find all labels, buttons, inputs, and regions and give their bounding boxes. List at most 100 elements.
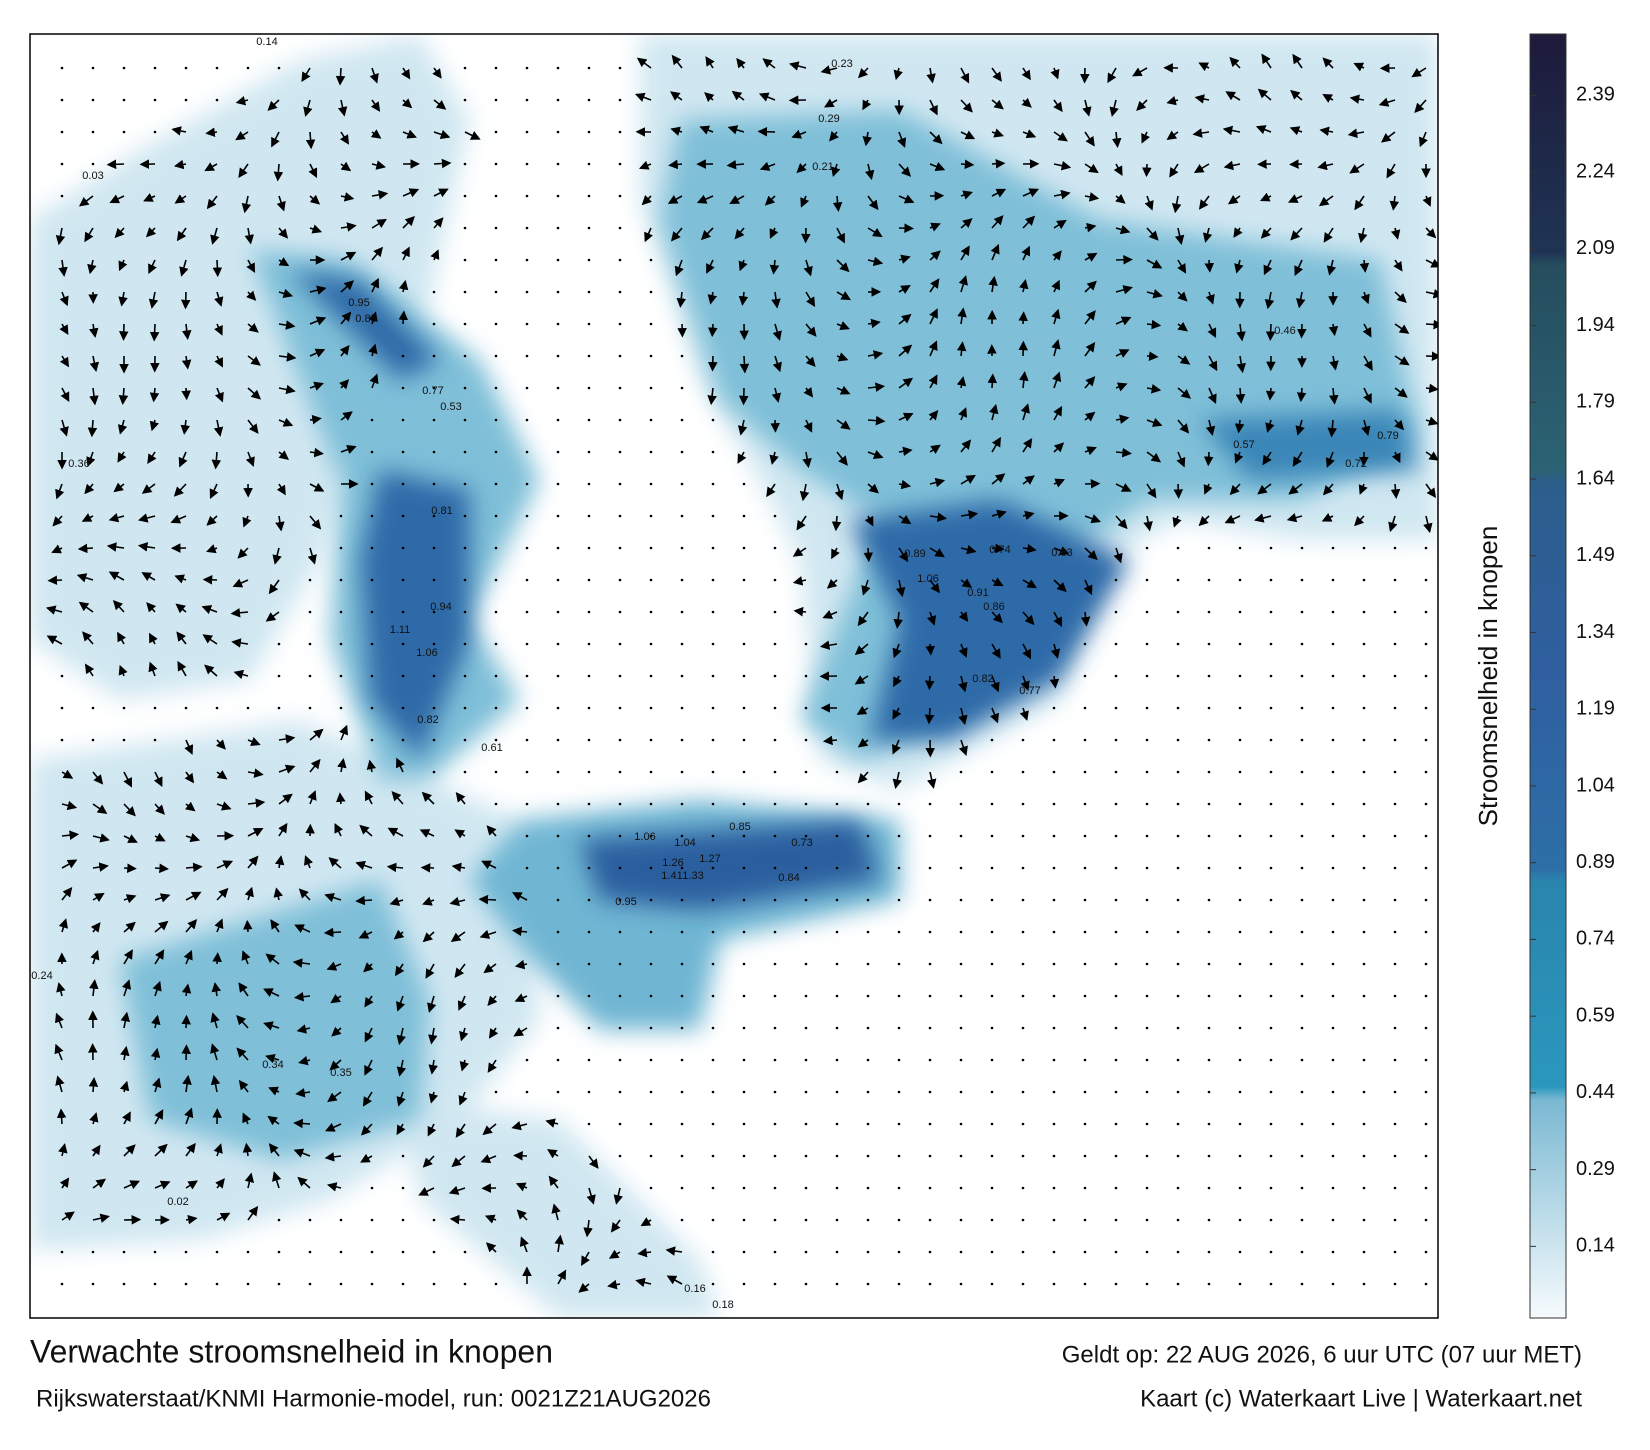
current-arrow [247, 419, 259, 434]
grid-dot [1331, 1122, 1335, 1126]
grid-dot [463, 290, 467, 294]
grid-dot [742, 674, 746, 678]
grid-dot [1114, 1218, 1118, 1222]
grid-dot [1021, 834, 1025, 838]
map: 0.950.850.770.530.810.941.111.060.820.61… [30, 34, 1438, 1318]
current-arrow [455, 1123, 466, 1138]
grid-dot [1238, 1282, 1242, 1286]
current-arrow [235, 131, 249, 141]
grid-dot [525, 802, 529, 806]
grid-dot [866, 994, 870, 998]
grid-dot [1052, 962, 1056, 966]
current-arrow [402, 216, 415, 229]
current-arrow [293, 991, 311, 1002]
current-arrow [371, 218, 387, 229]
grid-dot [959, 1186, 963, 1190]
grid-dot [525, 482, 529, 486]
grid-dot [1424, 1250, 1428, 1254]
current-arrow [638, 160, 652, 170]
current-arrow [309, 224, 323, 234]
grid-dot [866, 1218, 870, 1222]
current-arrow [337, 99, 348, 117]
grid-dot [1424, 1154, 1428, 1158]
grid-dot [1176, 546, 1180, 550]
grid-dot [1114, 930, 1118, 934]
grid-dot [1300, 802, 1304, 806]
current-arrow [991, 473, 1006, 485]
grid-dot [649, 770, 653, 774]
current-speed-label: 1.11 [390, 624, 411, 636]
current-arrow [137, 542, 156, 552]
current-arrow [123, 771, 133, 788]
current-arrow [154, 893, 171, 903]
current-arrow [324, 1122, 342, 1132]
grid-dot [1176, 1122, 1180, 1126]
colorbar-tick-label: 0.44 [1576, 1081, 1615, 1103]
grid-dot [308, 1282, 312, 1286]
current-arrow [607, 1279, 621, 1290]
current-arrow [898, 446, 913, 457]
current-arrow [148, 291, 159, 309]
grid-dot [1176, 994, 1180, 998]
grid-dot [1083, 738, 1087, 742]
grid-dot [773, 1186, 777, 1190]
current-arrow [516, 1209, 528, 1221]
current-arrow [92, 803, 108, 814]
grid-dot [494, 322, 498, 326]
current-arrow [1083, 579, 1093, 596]
current-arrow [759, 161, 776, 171]
current-arrow [1144, 195, 1154, 211]
current-arrow [238, 163, 249, 179]
grid-dot [370, 514, 374, 518]
current-arrow [805, 291, 816, 308]
current-arrow [241, 195, 252, 214]
grid-dot [1300, 610, 1304, 614]
current-arrow [1146, 289, 1163, 299]
grid-dot [1362, 1122, 1366, 1126]
grid-dot [1331, 1154, 1335, 1158]
grid-dot [277, 706, 281, 710]
current-arrow [369, 373, 379, 389]
grid-dot [494, 578, 498, 582]
grid-dot [1362, 898, 1366, 902]
grid-dot [463, 450, 467, 454]
grid-dot [1207, 1026, 1211, 1030]
current-arrow [183, 949, 193, 965]
current-arrow [206, 515, 218, 526]
current-arrow [211, 451, 222, 470]
grid-dot [680, 770, 684, 774]
current-arrow [216, 801, 232, 811]
current-arrow [1176, 451, 1186, 468]
grid-dot [680, 1186, 684, 1190]
grid-dot [742, 1154, 746, 1158]
current-arrow [1022, 543, 1037, 554]
grid-dot [153, 66, 157, 70]
grid-dot [866, 930, 870, 934]
current-speed-label: 0.16 [684, 1283, 705, 1295]
grid-dot [959, 1250, 963, 1254]
grid-dot [1083, 1026, 1087, 1030]
grid-dot [1176, 1186, 1180, 1190]
grid-dot [928, 1026, 932, 1030]
grid-dot [1269, 674, 1273, 678]
current-arrow [278, 288, 294, 299]
grid-dot [1362, 578, 1366, 582]
current-arrow [181, 387, 191, 401]
current-arrow [857, 67, 869, 79]
grid-dot [1238, 1186, 1242, 1190]
current-arrow [81, 513, 94, 522]
grid-dot [525, 514, 529, 518]
current-arrow [991, 215, 1004, 229]
grid-dot [525, 642, 529, 646]
grid-dot [1362, 546, 1366, 550]
current-arrow [449, 896, 466, 907]
current-arrow [960, 474, 976, 485]
current-arrow [305, 131, 316, 150]
current-arrow [118, 387, 129, 405]
current-arrow [832, 195, 843, 212]
grid-dot [1238, 1026, 1242, 1030]
current-arrow [1363, 387, 1372, 404]
grid-dot [1424, 642, 1428, 646]
grid-dot [401, 354, 405, 358]
grid-dot [1331, 1186, 1335, 1190]
